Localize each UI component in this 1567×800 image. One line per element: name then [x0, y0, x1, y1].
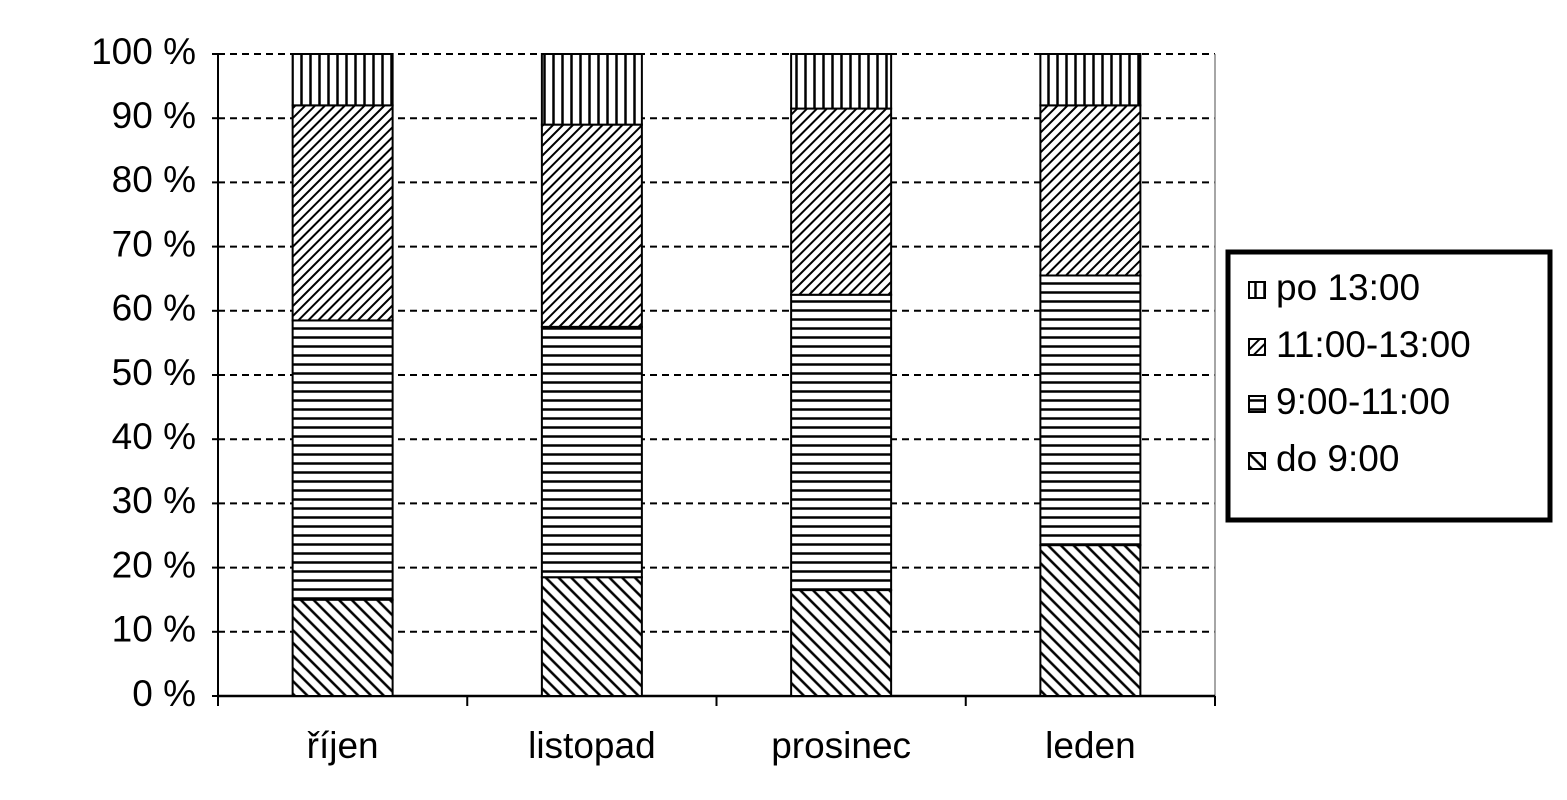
y-tick-label: 60 % — [112, 288, 196, 329]
bar-segment — [540, 325, 643, 579]
bar-segment — [1039, 53, 1142, 107]
bar-segment — [790, 107, 893, 296]
bar-segment — [540, 123, 643, 328]
y-tick-label: 80 % — [112, 159, 196, 200]
x-tick-label: listopad — [528, 725, 656, 766]
bar-segment — [790, 293, 893, 592]
bar-segment — [790, 589, 893, 698]
y-tick-label: 20 % — [112, 544, 196, 585]
bar-segment — [1039, 274, 1142, 547]
legend-swatch — [1248, 338, 1266, 356]
y-tick-label: 0 % — [132, 673, 196, 714]
legend-swatch — [1248, 395, 1266, 413]
y-tick-label: 50 % — [112, 352, 196, 393]
y-tick-label: 90 % — [112, 95, 196, 136]
bar-segment — [1039, 544, 1142, 697]
legend-label: do 9:00 — [1276, 438, 1399, 479]
bar-segment — [291, 598, 394, 698]
bar-segment — [790, 53, 893, 110]
legend-box — [1225, 249, 1553, 523]
legend-label: 9:00-11:00 — [1276, 381, 1450, 422]
y-tick-label: 10 % — [112, 609, 196, 650]
bar-segment — [540, 53, 643, 126]
x-tick-label: leden — [1045, 725, 1136, 766]
y-tick-label: 30 % — [112, 480, 196, 521]
bar-segment — [1039, 104, 1142, 277]
bar-segment — [291, 319, 394, 601]
x-tick-label: prosinec — [771, 725, 911, 766]
y-tick-label: 100 % — [91, 31, 196, 72]
y-tick-label: 70 % — [112, 223, 196, 264]
legend-swatch — [1248, 452, 1266, 470]
bar-segment — [291, 53, 394, 107]
legend-label: po 13:00 — [1276, 267, 1420, 308]
x-tick-label: říjen — [307, 725, 379, 766]
legend-swatch — [1248, 281, 1266, 299]
legend-label: 11:00-13:00 — [1276, 324, 1471, 365]
bar-segment — [291, 104, 394, 322]
bar-segment — [540, 576, 643, 697]
y-tick-label: 40 % — [112, 416, 196, 457]
